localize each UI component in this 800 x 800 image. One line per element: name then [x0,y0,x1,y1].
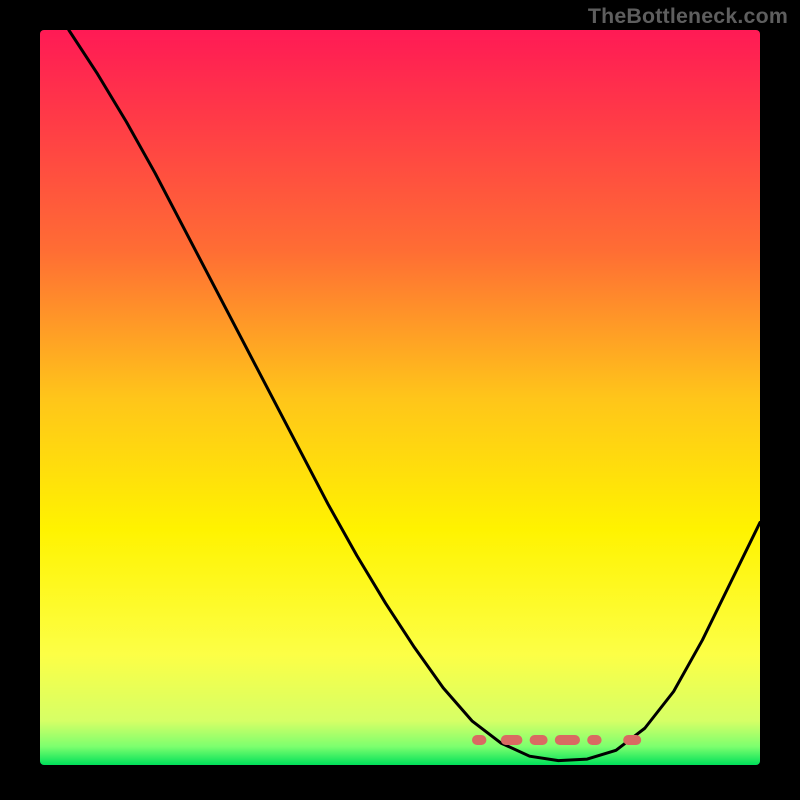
bottom-mark [555,735,580,745]
gradient-background [40,30,760,765]
watermark-text: TheBottleneck.com [588,4,788,29]
bottom-mark [472,735,486,745]
bottom-mark [530,735,548,745]
chart-frame: TheBottleneck.com [0,0,800,800]
bottom-mark [587,735,601,745]
bottom-mark [623,735,641,745]
plot-svg [40,30,760,765]
plot-area [40,30,760,765]
bottom-mark [501,735,523,745]
